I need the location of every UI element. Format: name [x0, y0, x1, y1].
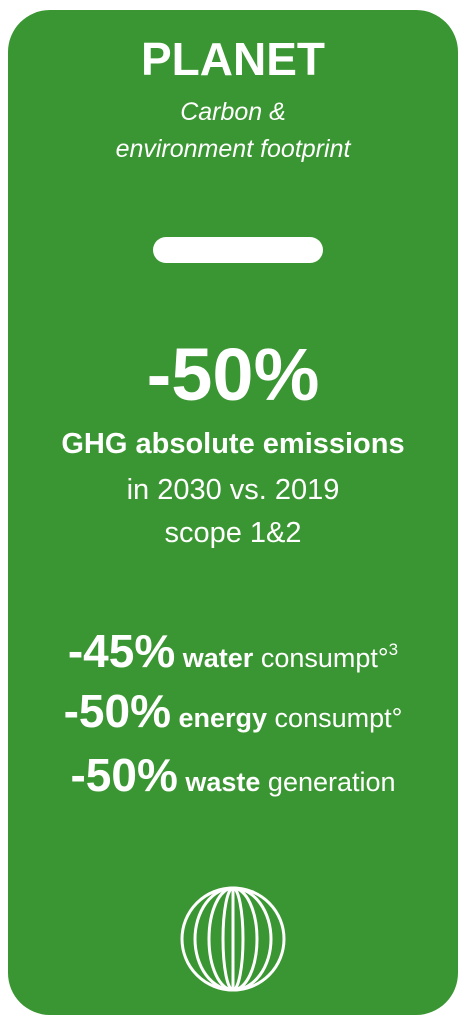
headline-value: -50% [146, 333, 320, 416]
title: PLANET [141, 33, 325, 85]
target-keyword: energy [178, 703, 268, 733]
globe-icon [180, 886, 286, 992]
target-value: -45% [67, 625, 176, 677]
target: -50% energy consumpt° [8, 684, 458, 738]
headline-detail: in 2030 vs. 2019 [126, 474, 340, 506]
target-value: -50% [70, 749, 178, 801]
target-rest: generation [267, 767, 396, 797]
target-rest: consumpt° [260, 643, 389, 673]
divider [153, 237, 323, 263]
headline-metric: GHG absolute emissions [61, 428, 405, 460]
card: PLANET Carbon & environment footprint -5… [8, 10, 458, 1015]
subtitle: environment footprint [115, 135, 351, 163]
target-rest: consumpt° [274, 703, 403, 733]
target: -50% waste generation [8, 748, 458, 802]
subtitle: Carbon & [180, 98, 286, 126]
target-keyword: water [182, 643, 254, 673]
target-keyword: waste [185, 767, 261, 797]
headline-detail: scope 1&2 [164, 517, 302, 549]
target: -45% water consumpt°3 [8, 624, 458, 678]
target-value: -50% [63, 685, 171, 737]
footnote: 3 [388, 640, 399, 659]
